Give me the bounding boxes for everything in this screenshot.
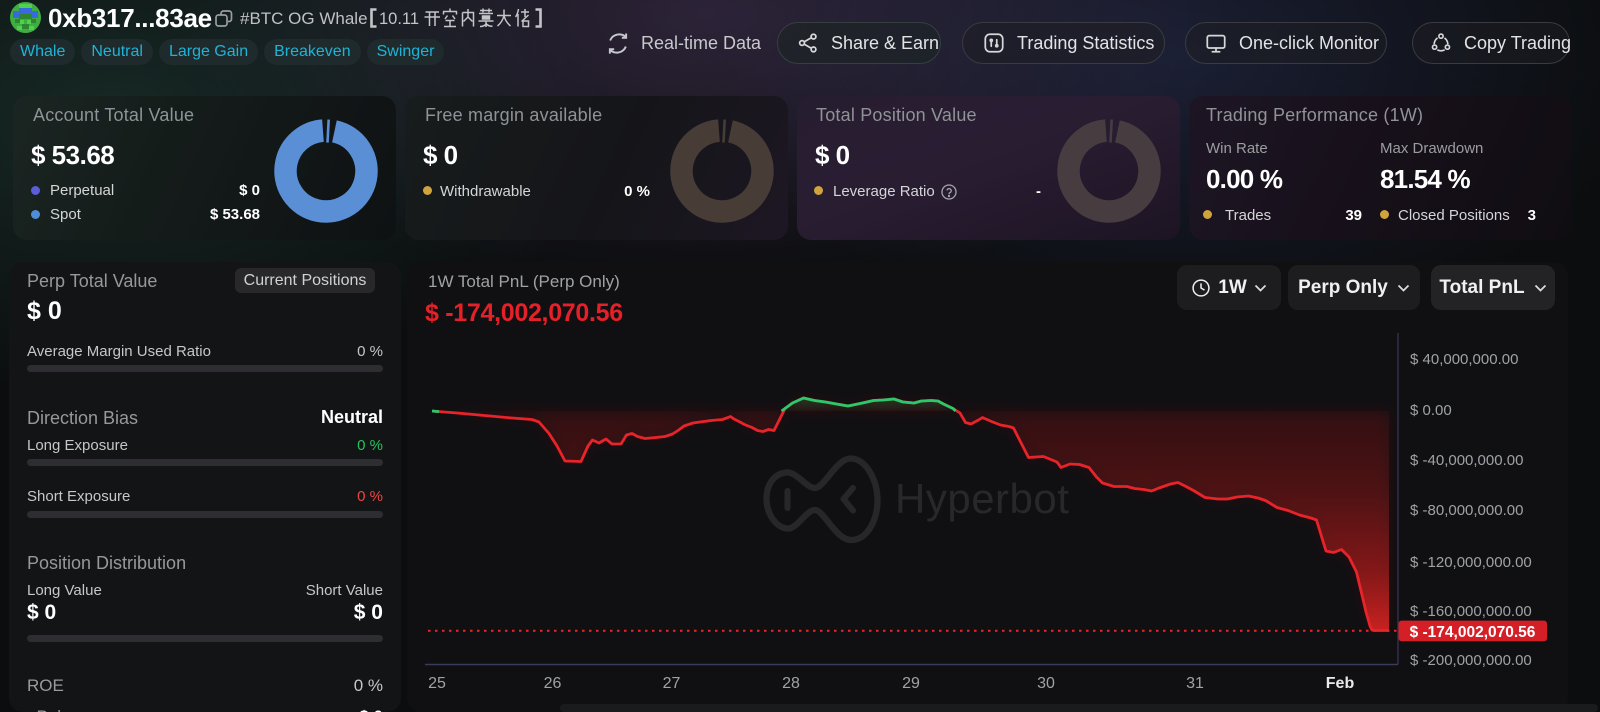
svg-text:10.11: 10.11	[379, 10, 419, 28]
svg-text:Hyperbot: Hyperbot	[895, 475, 1069, 522]
svg-text:$ -174,002,070.56: $ -174,002,070.56	[1410, 624, 1536, 641]
